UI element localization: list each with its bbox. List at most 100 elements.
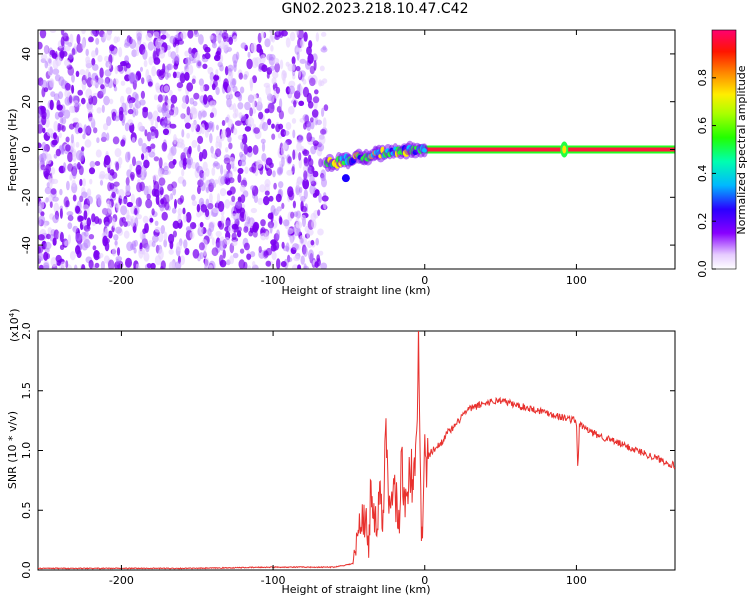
noise-blob [99,67,104,79]
tone-glitch-core [562,145,567,154]
noise-blob [308,40,313,49]
noise-blob [180,31,187,40]
noise-blob [162,63,166,74]
spectrogram-x-tick-label: -200 [109,274,134,287]
noise-blob [51,50,56,58]
noise-blob [72,95,78,102]
noise-blob [69,174,73,181]
noise-blob [232,85,238,93]
noise-blob [272,240,280,251]
noise-blob [138,137,143,147]
noise-blob [91,213,96,223]
snr-y-tick-label: 0.0 [20,561,33,579]
noise-blob [142,49,148,60]
noise-blob [62,51,68,57]
noise-blob [228,36,233,46]
noise-blob [193,121,198,130]
noise-blob [310,239,315,246]
noise-blob [95,149,102,158]
noise-blob [104,221,110,228]
noise-blob [38,255,42,262]
noise-blob [88,234,95,240]
noise-blob [215,124,219,131]
noise-blob [228,157,236,165]
noise-blob [302,86,310,98]
noise-blob [53,120,59,132]
noise-blob [188,52,195,62]
noise-blob [243,226,249,233]
noise-blob [309,174,315,185]
noise-blob [204,52,211,60]
noise-blob [209,71,215,82]
noise-blob [293,255,300,262]
noise-blob [296,227,301,236]
noise-blob [123,221,128,228]
noise-blob [175,33,181,40]
noise-blob [181,129,185,138]
noise-blob [215,162,221,170]
colorbar-frame [711,29,737,270]
noise-blob [247,145,253,153]
noise-blob [215,69,219,76]
noise-blob [114,65,119,75]
noise-blob [314,89,319,95]
noise-blob [263,250,269,258]
noise-blob [61,146,65,155]
noise-blob [322,117,327,129]
noise-blob [311,219,317,229]
noise-blob [109,98,114,105]
noise-blob [59,208,63,219]
noise-blob [48,58,52,64]
tone-band-core [424,147,675,152]
noise-blob [323,201,327,210]
noise-blob [182,207,186,215]
noise-blob [85,59,92,69]
noise-blob [162,169,169,175]
noise-blob [306,120,312,132]
noise-blob [288,80,296,88]
noise-blob [138,248,146,255]
noise-blob [282,219,290,227]
noise-blob [267,212,274,220]
noise-blob [205,198,210,207]
noise-blob [119,217,124,227]
noise-blob [307,53,314,64]
noise-blob [179,73,186,84]
noise-blob [168,233,175,244]
noise-blob [147,81,153,87]
noise-blob [70,133,74,144]
noise-blob [76,33,81,45]
noise-blob [104,155,111,166]
noise-blob [319,80,325,87]
noise-blob [149,132,156,140]
noise-blob [135,160,142,167]
noise-blob [258,111,264,120]
noise-blob [237,102,244,110]
noise-blob [227,135,232,143]
noise-blob [228,142,233,150]
noise-blob [91,72,99,81]
noise-blob [191,139,198,148]
noise-blob [169,109,175,116]
noise-blob [246,253,252,260]
noise-blob [252,261,256,267]
noise-blob [79,69,86,76]
noise-blob [248,230,254,237]
noise-blob [72,194,77,202]
noise-blob [72,168,77,180]
noise-blob [162,128,170,136]
noise-blob [194,51,200,63]
noise-blob [295,184,301,196]
noise-blob [209,133,213,144]
noise-blob [214,179,219,185]
noise-blob [142,107,149,119]
noise-blob [217,220,222,228]
noise-blob [135,197,143,208]
noise-blob [299,186,303,193]
noise-blob [97,218,102,225]
noise-blob [172,58,176,64]
noise-blob [226,190,233,196]
snr-x-tick-label: -100 [261,574,286,587]
noise-blob [295,30,300,36]
noise-blob [123,42,130,48]
